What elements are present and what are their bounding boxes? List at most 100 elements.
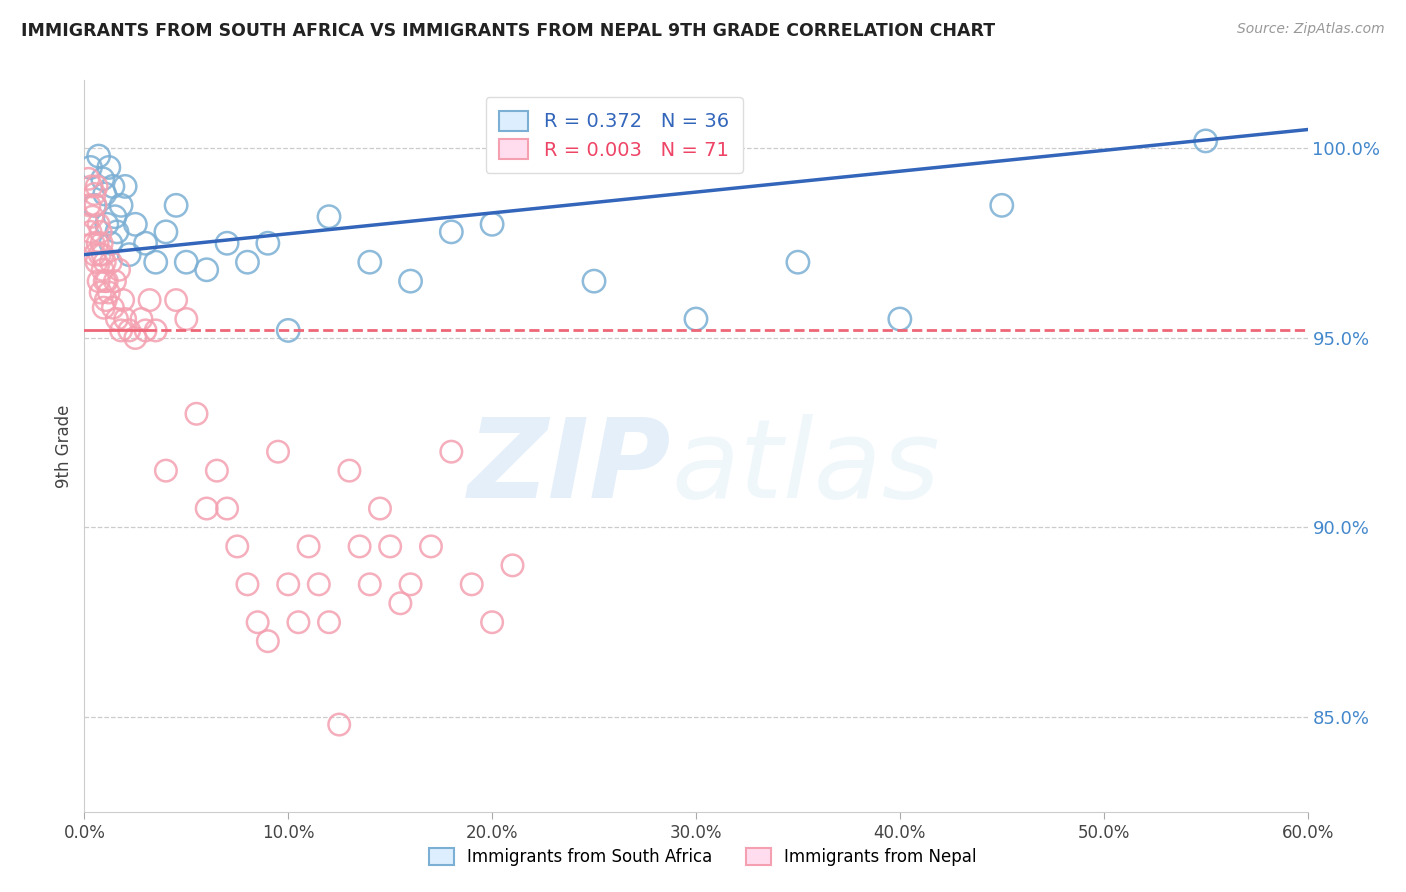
Point — [155, 225, 177, 239]
Text: atlas: atlas — [672, 415, 941, 522]
Point — [91, 247, 114, 261]
Point — [318, 615, 340, 630]
Point — [349, 540, 371, 554]
Point — [135, 236, 157, 251]
Point — [165, 198, 187, 212]
Point — [174, 255, 197, 269]
Y-axis label: 9th Grade: 9th Grade — [55, 404, 73, 488]
Point — [380, 540, 402, 554]
Point — [889, 312, 911, 326]
Point — [114, 312, 136, 326]
Point — [399, 577, 422, 591]
Point — [195, 262, 218, 277]
Point — [287, 615, 309, 630]
Text: ZIP: ZIP — [468, 415, 672, 522]
Point — [583, 274, 606, 288]
Point — [135, 323, 157, 337]
Point — [90, 225, 112, 239]
Point — [104, 274, 127, 288]
Point — [93, 255, 115, 269]
Point — [481, 615, 503, 630]
Point — [89, 247, 111, 261]
Text: Source: ZipAtlas.com: Source: ZipAtlas.com — [1237, 22, 1385, 37]
Point — [90, 236, 112, 251]
Point — [359, 577, 381, 591]
Point — [110, 323, 132, 337]
Point — [298, 540, 321, 554]
Point — [79, 225, 101, 239]
Point — [787, 255, 810, 269]
Point — [991, 198, 1014, 212]
Point — [82, 210, 104, 224]
Point — [79, 161, 101, 175]
Point — [339, 464, 361, 478]
Point — [96, 217, 118, 231]
Point — [114, 179, 136, 194]
Point — [226, 540, 249, 554]
Point — [399, 274, 422, 288]
Point — [217, 501, 239, 516]
Text: IMMIGRANTS FROM SOUTH AFRICA VS IMMIGRANTS FROM NEPAL 9TH GRADE CORRELATION CHAR: IMMIGRANTS FROM SOUTH AFRICA VS IMMIGRAN… — [21, 22, 995, 40]
Point — [481, 217, 503, 231]
Point — [83, 198, 105, 212]
Point — [105, 225, 128, 239]
Point — [108, 262, 131, 277]
Point — [112, 293, 135, 307]
Point — [93, 274, 115, 288]
Point — [502, 558, 524, 573]
Point — [1195, 134, 1218, 148]
Point — [93, 186, 115, 201]
Point — [145, 323, 167, 337]
Point — [389, 596, 412, 610]
Point — [277, 323, 299, 337]
Point — [124, 331, 146, 345]
Point — [308, 577, 330, 591]
Legend: Immigrants from South Africa, Immigrants from Nepal: Immigrants from South Africa, Immigrants… — [420, 840, 986, 875]
Point — [94, 293, 117, 307]
Point — [97, 161, 120, 175]
Point — [257, 236, 280, 251]
Point — [97, 285, 120, 300]
Point — [165, 293, 187, 307]
Point — [90, 285, 112, 300]
Point — [461, 577, 484, 591]
Point — [368, 501, 391, 516]
Point — [420, 540, 443, 554]
Point — [440, 444, 463, 458]
Point — [83, 236, 105, 251]
Point — [277, 577, 299, 591]
Point — [236, 577, 259, 591]
Point — [118, 247, 141, 261]
Point — [318, 210, 340, 224]
Point — [91, 262, 114, 277]
Point — [77, 171, 100, 186]
Point — [87, 149, 110, 163]
Point — [96, 274, 118, 288]
Point — [86, 179, 108, 194]
Point — [440, 225, 463, 239]
Point — [91, 171, 114, 186]
Point — [93, 301, 115, 315]
Point — [186, 407, 208, 421]
Point — [105, 312, 128, 326]
Point — [86, 236, 108, 251]
Point — [100, 236, 122, 251]
Point — [84, 198, 107, 212]
Point — [118, 323, 141, 337]
Point — [83, 186, 105, 201]
Point — [174, 312, 197, 326]
Point — [155, 464, 177, 478]
Point — [145, 255, 167, 269]
Point — [236, 255, 259, 269]
Point — [246, 615, 269, 630]
Point — [76, 217, 98, 231]
Point — [685, 312, 707, 326]
Point — [257, 634, 280, 648]
Legend: R = 0.372   N = 36, R = 0.003   N = 71: R = 0.372 N = 36, R = 0.003 N = 71 — [485, 97, 742, 173]
Point — [110, 198, 132, 212]
Point — [101, 301, 124, 315]
Point — [86, 255, 108, 269]
Point — [79, 198, 101, 212]
Point — [101, 179, 124, 194]
Point — [131, 312, 153, 326]
